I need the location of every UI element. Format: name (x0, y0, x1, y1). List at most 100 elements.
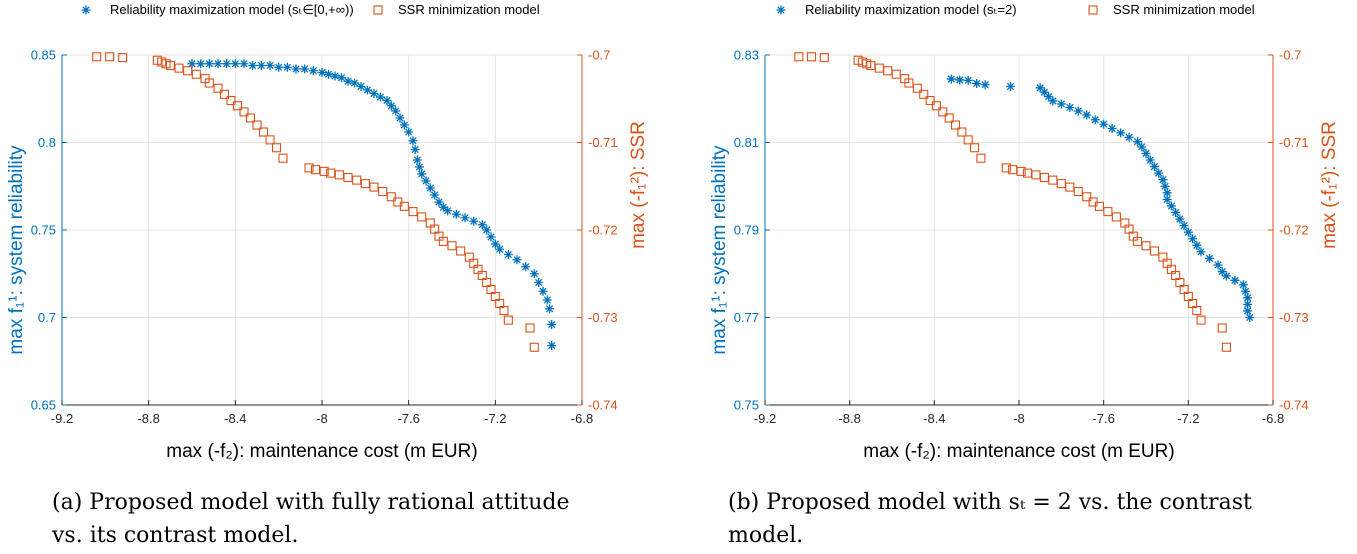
data-point-square (219, 89, 230, 99)
x-axis-label: max (-f₂): maintenance cost (m EUR) (166, 441, 477, 462)
data-point-star (963, 75, 973, 85)
data-point-star (1137, 142, 1147, 152)
x-tick-label: -7.2 (484, 411, 506, 426)
data-point-square (919, 89, 929, 99)
legend-marker-star (81, 5, 91, 15)
data-point-star (337, 73, 346, 83)
chart-panel-a: -9.2 -8.8 -8.4 -8 -7.6 -7.2 -6.8 0.65 0.7 0.75 0.8… (6, 2, 649, 548)
data-point-square (912, 83, 922, 93)
chart-panel-b: -9.2 -8.8 -8.4 -8 -7.6 -7.2 -6.8 0.75 0.77 0.79 0.… (709, 2, 1340, 548)
data-point-star (1006, 82, 1016, 91)
data-point-star (538, 286, 548, 296)
y-left-tick-label: 0.8 (38, 135, 56, 150)
data-point-star (512, 255, 522, 265)
y-right-tick-label: -0.73 (588, 310, 618, 325)
data-point-square (931, 101, 942, 111)
data-point-star (1035, 83, 1045, 93)
data-point-square (938, 107, 948, 117)
data-point-star (1158, 175, 1168, 185)
data-point-star (317, 68, 327, 77)
data-point-star (1240, 286, 1250, 296)
data-point-square (118, 53, 128, 63)
data-point-star (187, 59, 197, 69)
data-point-square (1094, 201, 1104, 211)
data-point-square (1111, 212, 1121, 222)
data-point-star (330, 71, 340, 81)
data-point-square (378, 186, 388, 197)
data-point-star (412, 155, 422, 165)
data-point-star (1065, 103, 1075, 112)
data-point-star (1124, 132, 1134, 142)
data-point-square (1149, 246, 1160, 256)
data-point-star (1230, 275, 1240, 285)
legend-label-2: SSR minimization model (398, 2, 540, 17)
data-point-square (165, 60, 175, 71)
y-right-tick-label: -0.7 (588, 48, 610, 63)
y-right-tick-label: -0.74 (1279, 398, 1309, 413)
data-point-star (1196, 247, 1206, 257)
legend-marker-square (373, 5, 383, 15)
x-tick-label: -8 (316, 411, 328, 426)
data-point-star (1116, 128, 1126, 138)
data-point-star (196, 59, 206, 69)
data-point-star (534, 278, 544, 287)
y-left-tick-label: 0.79 (734, 223, 759, 238)
data-point-star (1154, 168, 1164, 178)
data-point-star (376, 92, 385, 102)
data-point-star (1160, 181, 1170, 191)
data-point-square (925, 95, 935, 106)
data-point-star (222, 59, 232, 69)
data-point-square (369, 182, 379, 192)
data-point-square (226, 95, 236, 106)
data-point-square (271, 143, 282, 153)
data-point-square (950, 120, 961, 130)
data-point-star (1145, 155, 1155, 165)
data-point-square (183, 66, 193, 76)
data-point-square (204, 78, 214, 88)
data-point-star (547, 341, 557, 350)
data-point-square (265, 135, 275, 145)
data-point-square (529, 342, 539, 352)
x-tick-label: -7.6 (1092, 411, 1114, 426)
data-point-star (946, 74, 956, 84)
legend-marker-square (1088, 5, 1098, 15)
data-point-star (391, 106, 401, 116)
y-left-tick-label: 0.85 (31, 48, 56, 63)
data-point-star (451, 209, 461, 219)
data-point-star (291, 64, 301, 74)
data-point-star (324, 69, 333, 79)
data-point-square (456, 246, 466, 256)
data-point-star (1245, 313, 1255, 322)
data-point-square (408, 207, 418, 217)
data-point-square (105, 52, 115, 62)
data-point-star (282, 62, 292, 72)
y-left-tick-label: 0.77 (734, 310, 759, 325)
data-point-square (963, 135, 973, 145)
data-point-star (404, 127, 414, 137)
data-point-square (874, 63, 884, 73)
series-2-group (92, 52, 539, 352)
data-point-square (245, 113, 256, 123)
data-point-square (252, 120, 262, 130)
data-point-square (1217, 323, 1227, 333)
legend-label-1: Reliability maximization model (sₜ∈[0,+∞… (110, 2, 354, 17)
y-left-tick-label: 0.83 (734, 48, 759, 63)
data-point-star (1090, 115, 1100, 125)
data-point-square (883, 66, 893, 76)
data-point-star (482, 225, 492, 235)
data-point-star (521, 262, 531, 272)
data-point-star (1048, 96, 1058, 106)
data-point-star (363, 85, 372, 95)
data-point-star (955, 75, 965, 85)
data-point-square (399, 201, 409, 211)
y-left-tick-label: 0.75 (734, 398, 759, 413)
data-point-square (944, 113, 954, 123)
data-point-square (1016, 166, 1026, 176)
data-point-star (408, 136, 418, 146)
data-point-star (213, 59, 223, 69)
data-point-square (1196, 315, 1206, 325)
x-tick-label: -8.4 (923, 411, 945, 426)
data-point-square (213, 83, 223, 93)
series-1-group (187, 59, 557, 350)
